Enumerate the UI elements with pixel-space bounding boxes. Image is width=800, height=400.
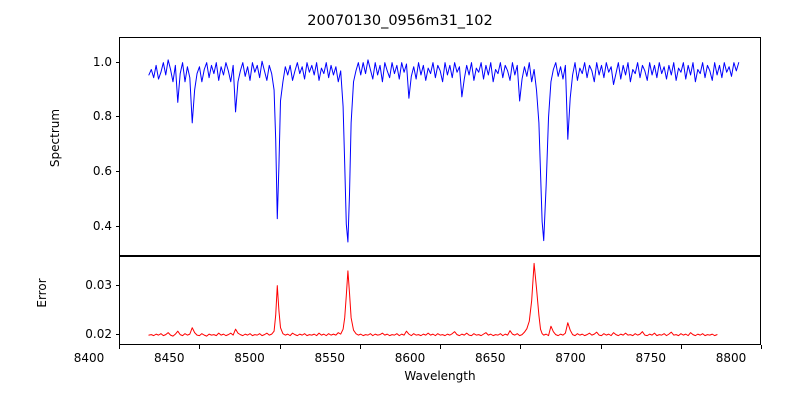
spectrum-ytick-mark [115, 225, 119, 227]
error-ytick-label: 0.02 [85, 327, 112, 342]
spectrum-ytick-label: 0.4 [92, 218, 112, 233]
spectrum-line-series [148, 59, 740, 243]
spectrum-ytick-label: 1.0 [92, 54, 112, 69]
wavelength-tick-mark [761, 345, 762, 349]
spectrum-plot-area [119, 37, 761, 256]
wavelength-tick-mark [199, 345, 201, 349]
error-ytick-label: 0.03 [85, 277, 112, 292]
wavelength-tick-mark [119, 345, 120, 349]
spectrum-ytick-label: 0.8 [92, 109, 112, 124]
wavelength-tick-label: 8450 [153, 351, 185, 365]
wavelength-tick-label: 8500 [234, 351, 265, 365]
wavelength-tick-mark [520, 345, 522, 349]
wavelength-tick-mark [600, 345, 602, 349]
wavelength-tick-label: 8700 [555, 351, 586, 365]
error-axis-label: Error [35, 278, 49, 308]
wavelength-tick-mark [359, 345, 361, 349]
wavelength-tick-label: 8400 [73, 351, 105, 365]
wavelength-tick-label: 8750 [635, 351, 667, 365]
wavelength-tick-mark [680, 345, 682, 349]
wavelength-tick-label: 8650 [474, 351, 506, 365]
error-ytick-mark [115, 284, 119, 286]
wavelength-tick-label: 8800 [715, 351, 747, 365]
page-title: 20070130_0956m31_102 [307, 13, 493, 29]
error-line-series [148, 262, 718, 337]
spectrum-ytick-label: 0.6 [92, 164, 112, 179]
wavelength-tick-mark [279, 345, 281, 349]
wavelength-tick-label: 8600 [394, 351, 426, 365]
wavelength-tick-mark [440, 345, 441, 349]
spectrum-ytick-mark [115, 61, 119, 63]
error-ytick-mark [115, 334, 119, 336]
wavelength-tick-label: 8550 [314, 351, 346, 365]
spectrum-ytick-mark [115, 116, 119, 118]
wavelength-axis-label: Wavelength [404, 369, 476, 383]
spectrum-ytick-mark [115, 171, 119, 173]
spectrum-axis-label: Spectrum [48, 108, 62, 168]
error-plot-area [119, 256, 761, 345]
